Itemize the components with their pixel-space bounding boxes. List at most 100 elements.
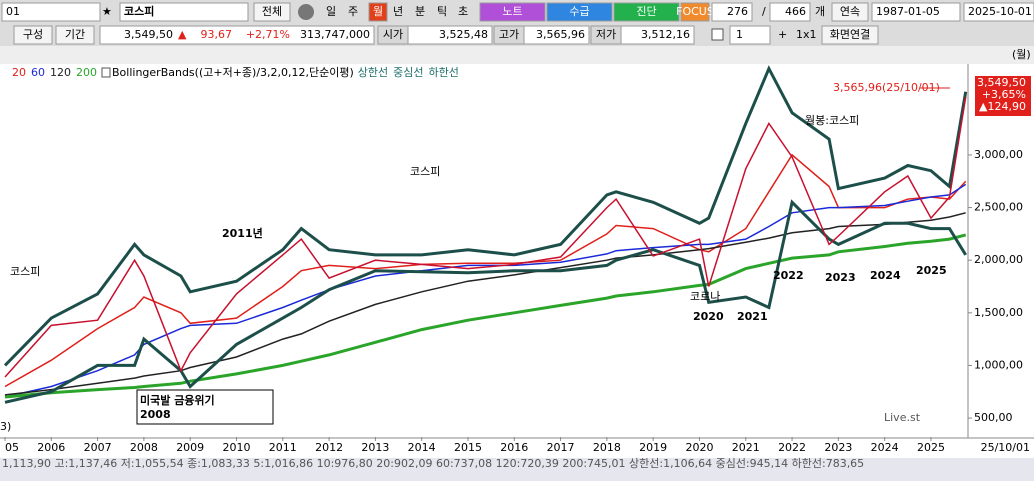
- x-tick-label: 2018: [593, 441, 621, 454]
- legend-entry: 상한선: [358, 66, 388, 79]
- link-button[interactable]: [821, 25, 879, 45]
- y-tick-label: 3,000,00: [974, 148, 1023, 161]
- tab-label[interactable]: 진단: [636, 5, 656, 18]
- quote-box: [99, 25, 375, 45]
- field-value-text: 3,512,16: [641, 28, 690, 41]
- grid-button[interactable]: 1x1: [796, 28, 817, 41]
- annotation-box: [136, 389, 274, 425]
- tab[interactable]: [613, 2, 680, 22]
- layout-select[interactable]: [729, 25, 771, 45]
- annotation: 코로나: [690, 290, 720, 303]
- annotation: 2024: [870, 269, 901, 282]
- tab[interactable]: [680, 2, 710, 22]
- period-button[interactable]: 월: [373, 5, 383, 18]
- volume: 313,747,000: [300, 28, 370, 41]
- tab-label[interactable]: 수급: [569, 5, 589, 18]
- annotation: Live.st: [884, 411, 921, 424]
- all-button[interactable]: [253, 2, 291, 22]
- x-tick-label: 2009: [176, 441, 204, 454]
- field-label-text: 저가: [596, 28, 616, 41]
- legend-entry: 60: [31, 66, 45, 79]
- annotation: 코스피: [10, 265, 40, 278]
- annotation: 2011년: [222, 226, 263, 240]
- period-button[interactable]: 분: [415, 5, 425, 18]
- button[interactable]: [55, 25, 95, 45]
- x-tick-label: 2020: [685, 441, 713, 454]
- annotation: 2025: [916, 264, 947, 277]
- button-label[interactable]: 구성: [23, 28, 43, 41]
- period-selected[interactable]: [368, 2, 388, 22]
- x-tick-label: 2016: [500, 441, 528, 454]
- tab[interactable]: [479, 2, 546, 22]
- y-tick-label: 500,00: [974, 411, 1013, 424]
- end-date[interactable]: [963, 2, 1034, 22]
- y-tick-label: 1,000,00: [974, 358, 1023, 371]
- all-button-label: 전체: [262, 5, 282, 18]
- tab-label[interactable]: FOCUS: [676, 5, 714, 18]
- high-marker: 3,565,96(25/10/01): [833, 81, 940, 94]
- count-input[interactable]: [711, 2, 753, 22]
- field-value: [523, 25, 590, 45]
- stock-name: 코스피: [124, 4, 154, 18]
- status-bar: [0, 458, 1034, 481]
- price: 3,549,50: [124, 28, 173, 41]
- code-input[interactable]: [1, 2, 101, 22]
- favorite[interactable]: ★: [102, 5, 112, 18]
- period-button[interactable]: 초: [458, 5, 468, 18]
- annotation: 월봉:코스피: [805, 114, 859, 127]
- x-tick-label: 2008: [130, 441, 158, 454]
- mode: 연속: [840, 5, 860, 18]
- change-pct: +2,71%: [246, 28, 290, 41]
- link-label[interactable]: 화면연결: [830, 28, 870, 41]
- annotation: 2023: [825, 271, 856, 284]
- x-tick-label: 2024: [871, 441, 899, 454]
- end-date-text: 2025-10-01: [968, 5, 1032, 18]
- start-date-text: 1987-01-05: [876, 5, 940, 18]
- button-label[interactable]: 기간: [65, 28, 85, 41]
- annotation: 3): [0, 420, 11, 433]
- start-date[interactable]: [871, 2, 961, 22]
- tab-label[interactable]: 노트: [502, 5, 522, 18]
- field-label-text: 고가: [499, 28, 519, 41]
- legend-title: BollingerBands((고+저+종)/3,2,0,12,단순이평): [112, 66, 354, 79]
- x-tick-label: 05: [5, 441, 19, 454]
- x-tick-label: 2007: [84, 441, 112, 454]
- status-text: 1,113,90 고:1,137,46 저:1,055,54 종:1,083,3…: [2, 456, 864, 470]
- field-label-text: 시가: [383, 28, 403, 41]
- x-tick-label: 2014: [408, 441, 436, 454]
- price-tag-text: +3,65%: [982, 88, 1026, 101]
- x-tick-label: 2022: [778, 441, 806, 454]
- x-tick-label: 2019: [639, 441, 667, 454]
- name-input[interactable]: [119, 2, 249, 22]
- button[interactable]: [13, 25, 53, 45]
- total: 466: [785, 5, 806, 18]
- period-button[interactable]: 일: [326, 4, 336, 18]
- legend-entry: 200: [76, 66, 97, 79]
- mode-button[interactable]: [831, 2, 869, 22]
- x-tick-label: 2015: [454, 441, 482, 454]
- x-end-label: 25/10/01: [981, 441, 1030, 454]
- tab[interactable]: [546, 2, 613, 22]
- period-button[interactable]: 틱: [437, 5, 447, 18]
- separator: /: [762, 5, 766, 18]
- chart-header: [0, 46, 1034, 64]
- annotation: 2022: [773, 269, 804, 282]
- checkbox[interactable]: [711, 28, 724, 41]
- total-input[interactable]: [769, 2, 811, 22]
- x-tick-label: 2012: [315, 441, 343, 454]
- annotation: 2008: [140, 408, 171, 421]
- field-value: [620, 25, 695, 45]
- y-tick-label: 2,000,00: [974, 253, 1023, 266]
- period-button[interactable]: 년: [393, 5, 403, 18]
- plus-button[interactable]: +: [778, 28, 787, 41]
- legend-entry: 20: [12, 66, 26, 79]
- x-tick-label: 2011: [269, 441, 297, 454]
- annotation: 2020: [693, 310, 724, 323]
- field-value-text: 3,565,96: [536, 28, 585, 41]
- unit: 개: [815, 5, 825, 18]
- x-tick-label: 2017: [547, 441, 575, 454]
- count: 276: [727, 5, 748, 18]
- legend-entry: 중심선: [393, 66, 423, 79]
- y-tick-label: 1,500,00: [974, 306, 1023, 319]
- period-button[interactable]: 주: [348, 5, 358, 18]
